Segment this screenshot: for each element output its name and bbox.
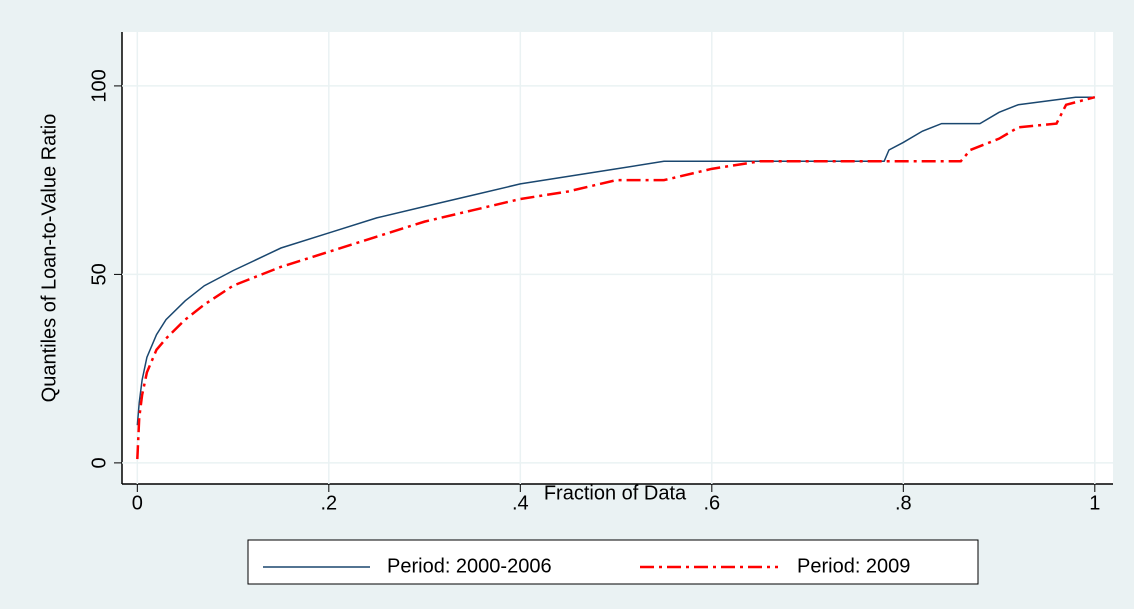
x-tick-label: .8 [895,492,912,514]
y-axis-title: Quantiles of Loan-to-Value Ratio [38,114,60,403]
data-line [136,96,1096,460]
x-axis-title: Fraction of Data [544,482,687,504]
x-tick-label: .4 [512,492,529,514]
legend-label: Period: 2000-2006 [387,555,552,577]
x-tick-label: .2 [320,492,337,514]
x-tick-label: .6 [703,492,720,514]
y-tick-label: 100 [88,69,110,102]
y-tick-label: 0 [88,457,110,468]
y-tick-label: 50 [88,263,110,285]
legend [247,539,979,585]
x-tick-label: 0 [132,492,143,514]
plot-area [122,32,1113,484]
legend-label: Period: 2009 [797,555,910,577]
data-line [136,96,1095,426]
x-tick-label: 1 [1089,492,1100,514]
